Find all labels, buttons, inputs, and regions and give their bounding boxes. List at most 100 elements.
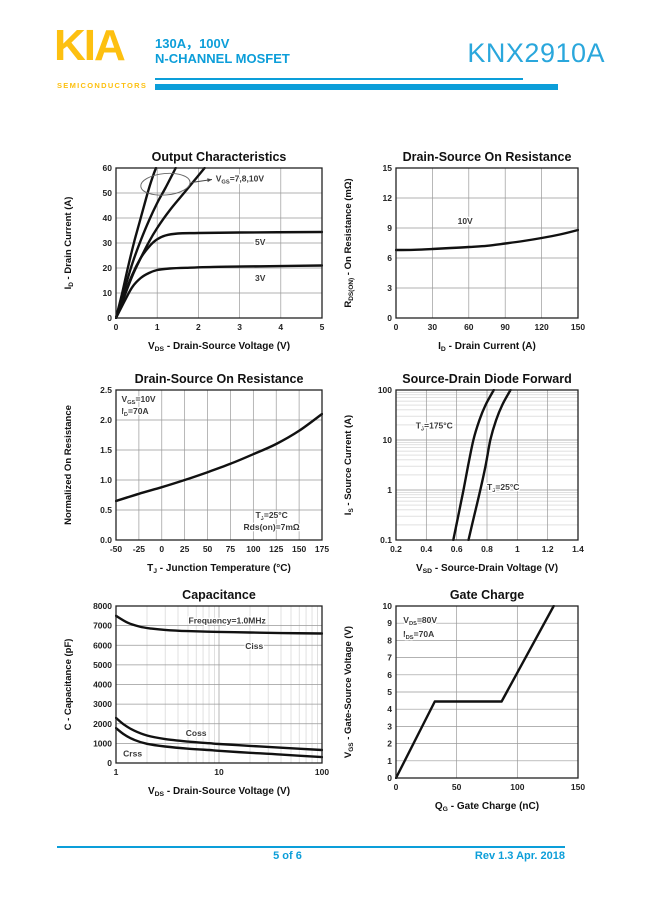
svg-text:Source-Drain Diode Forward: Source-Drain Diode Forward [402,372,571,386]
svg-text:3: 3 [387,283,392,293]
footer-rule [57,846,565,848]
svg-text:7000: 7000 [93,621,112,631]
svg-text:4: 4 [387,704,392,714]
svg-text:75: 75 [226,544,236,554]
svg-text:10V: 10V [458,216,473,226]
chart-output-characteristics: 0 1 2 3 4 5 0 10 20 30 40 50 60 Output Characteristic… [60,148,334,362]
svg-text:Capacitance: Capacitance [182,588,256,602]
svg-text:4000: 4000 [93,680,112,690]
svg-text:5V: 5V [255,237,266,247]
svg-text:90: 90 [500,322,510,332]
svg-text:40: 40 [103,213,113,223]
svg-text:0: 0 [107,313,112,323]
svg-text:60: 60 [464,322,474,332]
svg-text:Ciss: Ciss [245,641,263,651]
svg-text:10: 10 [103,288,113,298]
svg-text:0.5: 0.5 [100,505,112,515]
svg-text:RDS(ON) - On Resistance (mΩ): RDS(ON) - On Resistance (mΩ) [343,178,355,307]
svg-text:VGS=7,8,10V: VGS=7,8,10V [216,174,265,186]
svg-text:2.5: 2.5 [100,385,112,395]
chart-source-drain-diode-forward: 0.2 0.4 0.6 0.8 1 1.2 1.4 0.1 1 10 100 Source-Drain… [340,370,590,584]
svg-text:0.6: 0.6 [451,544,463,554]
svg-text:Output Characteristics: Output Characteristics [152,150,287,164]
svg-text:IS - Source Current (A): IS - Source Current (A) [343,415,355,515]
svg-text:Normalized On Resistance: Normalized On Resistance [63,405,74,525]
svg-text:9: 9 [387,618,392,628]
svg-text:30: 30 [428,322,438,332]
svg-text:VDS - Drain-Source Voltage (V): VDS - Drain-Source Voltage (V) [148,786,290,798]
svg-text:60: 60 [103,163,113,173]
svg-text:6000: 6000 [93,640,112,650]
svg-text:Crss: Crss [123,749,142,759]
svg-text:0: 0 [114,322,119,332]
chart-on-resistance-vs-temperature: -50 -25 0 25 50 75 100 125 150 175 0.0 0.5 1.0 1.5 2.0… [60,370,334,584]
svg-text:0.4: 0.4 [420,544,432,554]
svg-text:15: 15 [383,163,393,173]
svg-text:25: 25 [180,544,190,554]
svg-text:6: 6 [387,670,392,680]
svg-text:8000: 8000 [93,601,112,611]
svg-text:VDS=80V: VDS=80V [403,615,437,627]
svg-text:50: 50 [452,782,462,792]
svg-text:150: 150 [292,544,306,554]
svg-text:100: 100 [315,767,329,777]
svg-text:3: 3 [237,322,242,332]
svg-text:3: 3 [387,721,392,731]
svg-text:1: 1 [387,756,392,766]
svg-text:0.8: 0.8 [481,544,493,554]
svg-text:150: 150 [571,322,585,332]
svg-text:-50: -50 [110,544,123,554]
svg-text:12: 12 [383,193,393,203]
header-rule-thick [155,84,558,90]
svg-text:VGS - Gate-Source Voltage (V): VGS - Gate-Source Voltage (V) [343,626,355,758]
chart-svg-gate-charge: 0 50 100 150 0 1 2 3 4 5 6 7 8 9 10 Gate Charge QG - Gat… [343,588,585,813]
svg-text:IDS=70A: IDS=70A [403,629,434,641]
svg-text:5000: 5000 [93,660,112,670]
svg-text:0.1: 0.1 [380,535,392,545]
svg-text:2: 2 [196,322,201,332]
svg-text:-25: -25 [133,544,146,554]
rating-line: 130A，100V [155,36,230,51]
svg-text:0: 0 [387,313,392,323]
chart-svg-source-drain-diode-forward: 0.2 0.4 0.6 0.8 1 1.2 1.4 0.1 1 10 100 Source-Drain… [343,372,584,575]
svg-text:3V: 3V [255,273,266,283]
svg-text:1.0: 1.0 [100,475,112,485]
svg-text:0: 0 [159,544,164,554]
svg-text:0: 0 [387,773,392,783]
svg-text:9: 9 [387,223,392,233]
svg-text:VGS=10V: VGS=10V [121,394,155,406]
chart-svg-rdson-vs-current: 0 30 60 90 120 150 0 3 6 9 12 15 Drain-Source On Res… [343,150,585,353]
kia-logo: KIA [54,21,126,70]
svg-text:0: 0 [394,782,399,792]
svg-text:10: 10 [214,767,224,777]
svg-text:0: 0 [394,322,399,332]
svg-text:50: 50 [103,188,113,198]
svg-text:5: 5 [387,687,392,697]
svg-text:6: 6 [387,253,392,263]
svg-text:30: 30 [103,238,113,248]
svg-text:5: 5 [320,322,325,332]
logo-subtext: SEMICONDUCTORS [57,81,148,90]
svg-text:120: 120 [535,322,549,332]
svg-text:150: 150 [571,782,585,792]
chart-capacitance: 1 10 100 0 1000 2000 3000 4000 5000 6000 7000 8000 C… [60,586,334,807]
svg-text:1: 1 [515,544,520,554]
svg-text:0.2: 0.2 [390,544,402,554]
svg-text:Rds(on)=7mΩ: Rds(on)=7mΩ [244,522,300,532]
svg-text:100: 100 [246,544,260,554]
svg-text:1.2: 1.2 [542,544,554,554]
svg-text:1: 1 [114,767,119,777]
svg-text:2.0: 2.0 [100,415,112,425]
svg-text:1: 1 [387,485,392,495]
svg-text:Coss: Coss [186,728,207,738]
svg-text:1: 1 [155,322,160,332]
svg-text:2: 2 [387,739,392,749]
svg-text:1.4: 1.4 [572,544,584,554]
svg-text:VDS - Drain-Source Voltage (V): VDS - Drain-Source Voltage (V) [148,341,290,353]
svg-text:20: 20 [103,263,113,273]
svg-text:ID - Drain Current (A): ID - Drain Current (A) [63,197,75,290]
svg-text:TJ=25°C: TJ=25°C [255,510,287,522]
svg-text:ID - Drain Current (A): ID - Drain Current (A) [438,341,536,353]
svg-text:8: 8 [387,635,392,645]
